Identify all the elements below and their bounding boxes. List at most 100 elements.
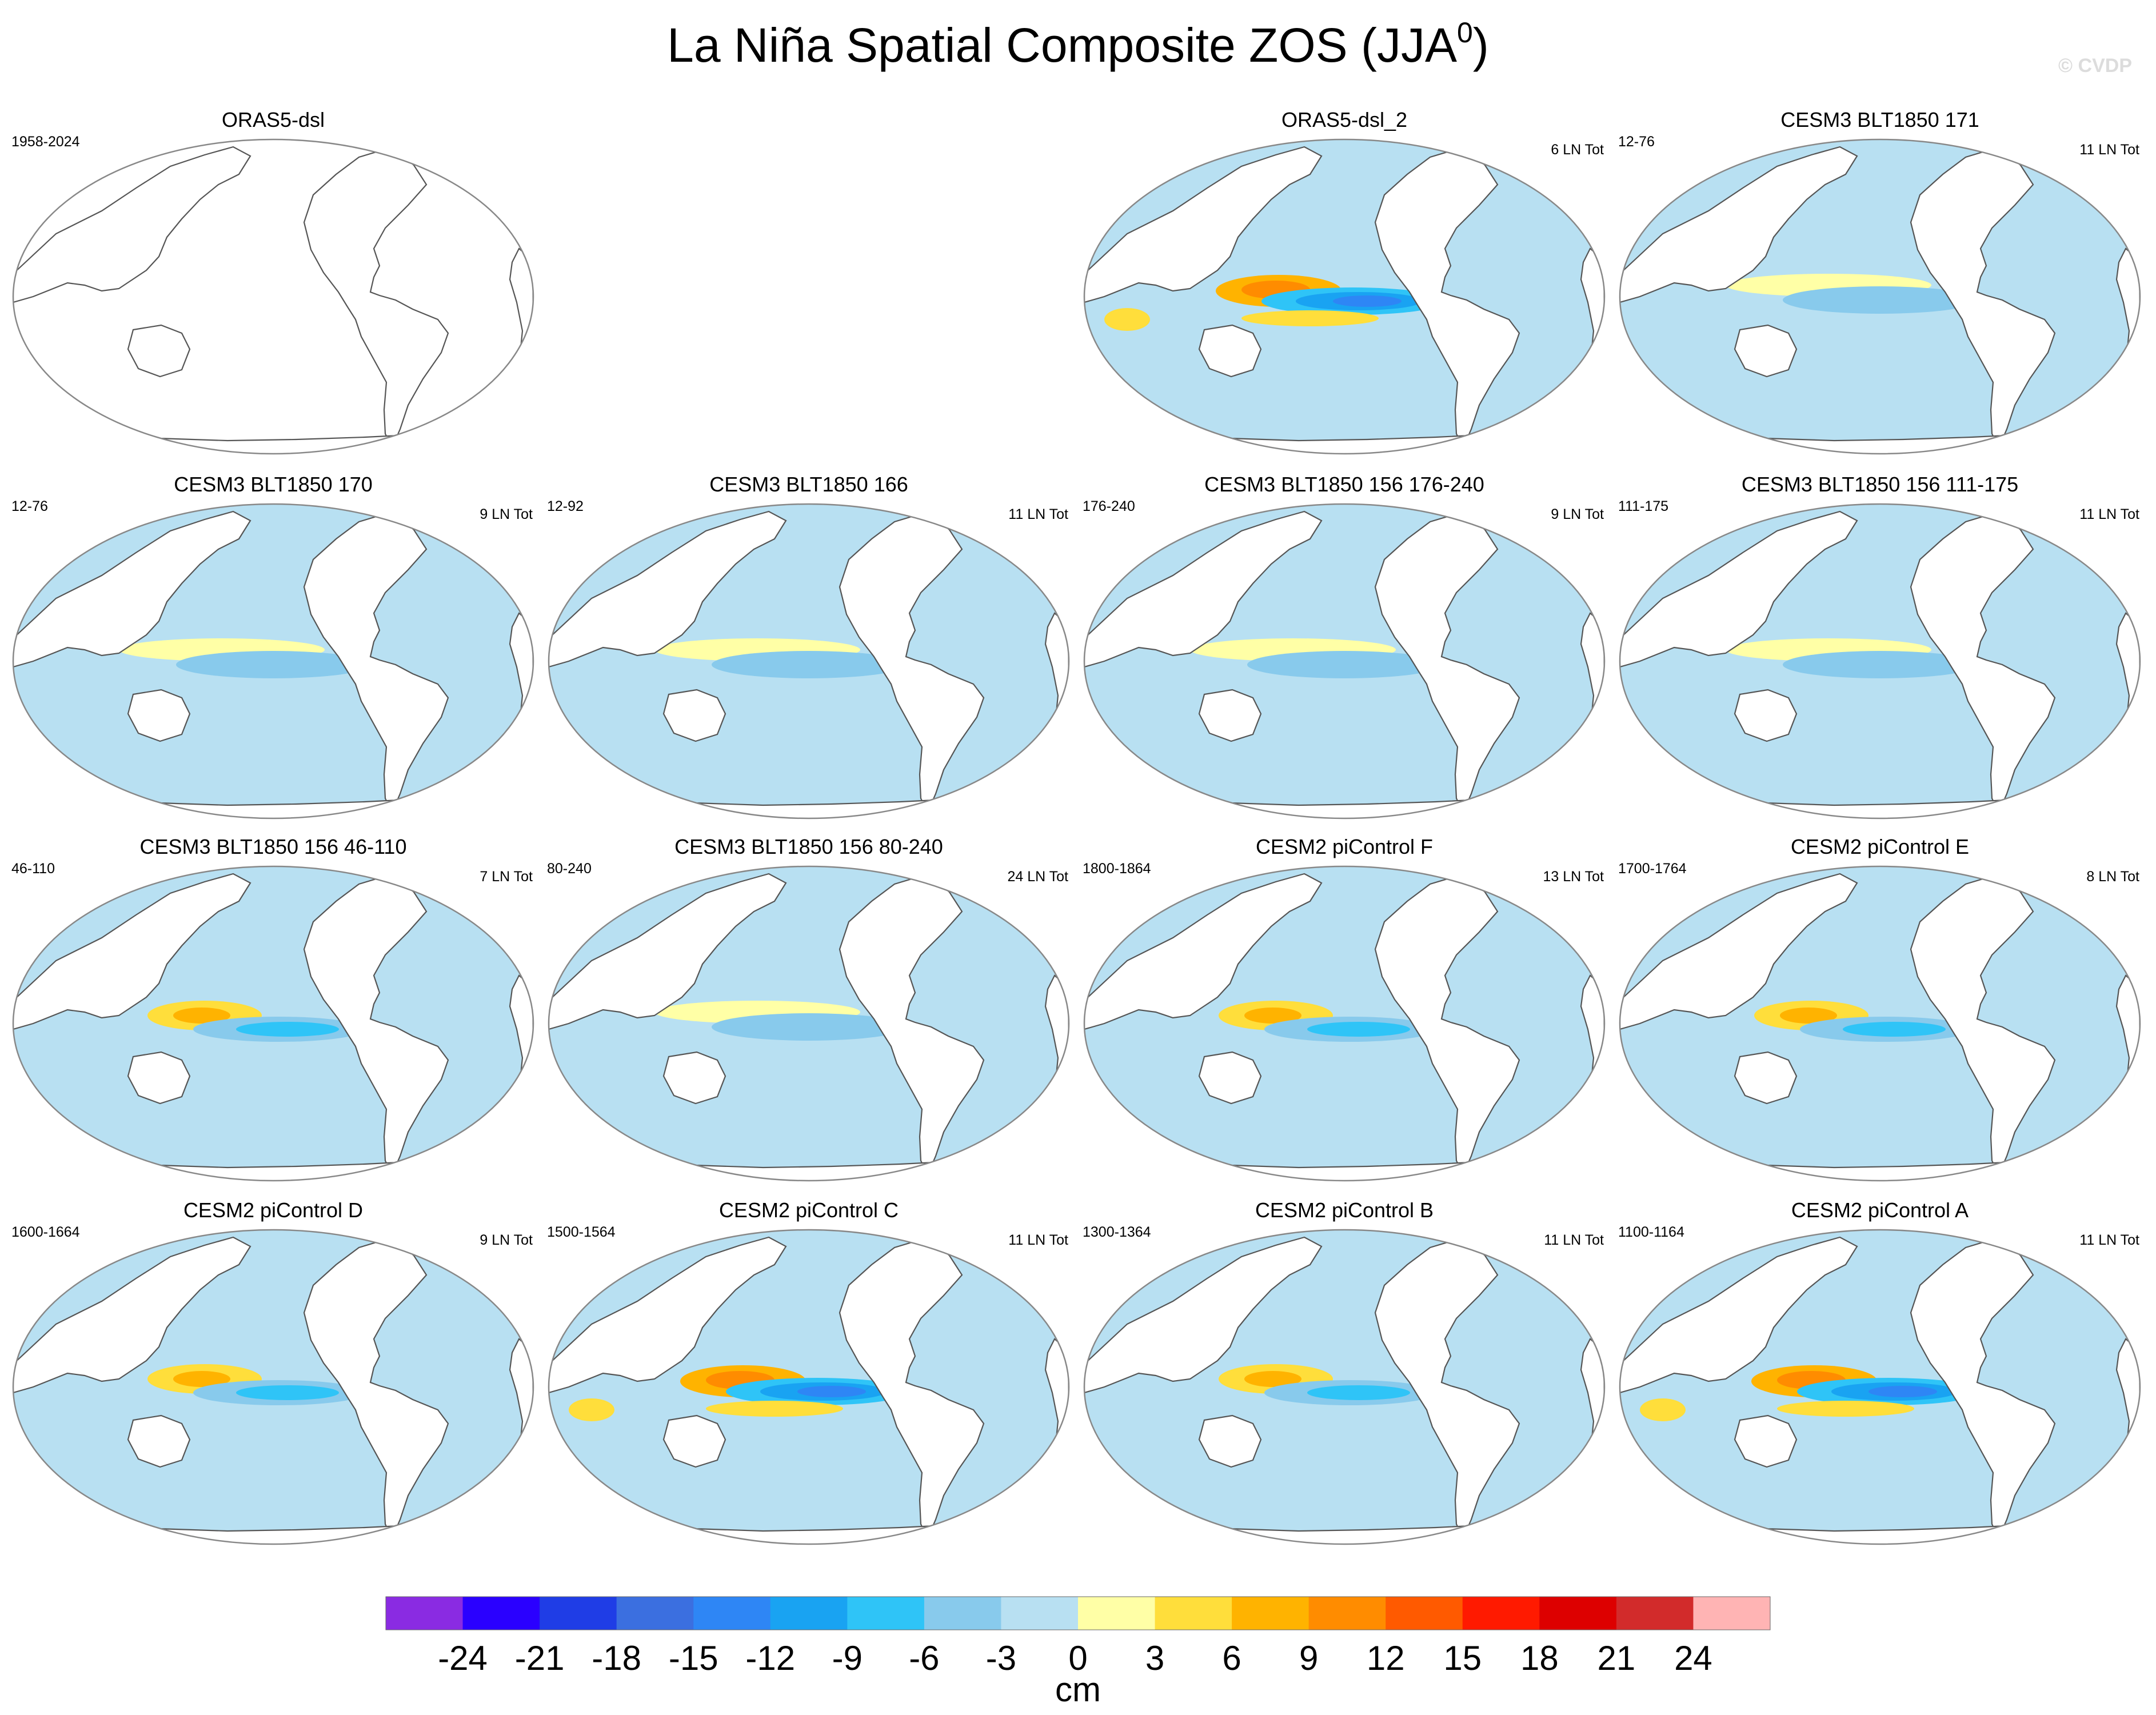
panel-event-count-label: 11 LN Tot: [1008, 506, 1068, 522]
map-panel: CESM2 piControl F 1800-1864 13 LN Tot: [1083, 835, 1606, 1182]
land-australia: [127, 1414, 191, 1468]
anomaly-region: [820, 1064, 923, 1121]
land-greenland: [444, 140, 498, 186]
panel-title: ORAS5-dsl_2: [1281, 108, 1407, 131]
globe-map: [13, 866, 533, 1181]
land-australia: [1734, 324, 1798, 378]
panel-event-count-label: 13 LN Tot: [1543, 869, 1604, 885]
anomaly-region: [1333, 354, 1459, 399]
colorbar-tick-label: 3: [1145, 1639, 1164, 1677]
land-asia: [1620, 1236, 1858, 1394]
globe-outline: [1083, 1229, 1606, 1545]
globe-outline: [1619, 138, 2141, 455]
colorbar-swatch: [924, 1597, 1001, 1630]
map-panel: CESM3 BLT1850 156 46-110 46-110 7 LN Tot: [11, 835, 534, 1182]
land-asia: [13, 873, 251, 1030]
anomaly-region: [1116, 684, 1161, 718]
anomaly-region: [236, 1022, 339, 1037]
panel-title: CESM3 BLT1850 156 176-240: [1204, 473, 1484, 496]
land-americas: [303, 1236, 449, 1540]
panel-title: CESM3 BLT1850 171: [1780, 108, 1979, 131]
colorbar-swatch: [1155, 1597, 1232, 1630]
panel-title: CESM2 piControl A: [1791, 1198, 1969, 1222]
anomaly-region: [250, 1086, 388, 1132]
land-australia: [1198, 1414, 1262, 1468]
land-australia: [1734, 1051, 1798, 1105]
map-panel: CESM3 BLT1850 156 111-175 111-175 11 LN To…: [1618, 473, 2141, 819]
anomaly-region: [683, 572, 889, 625]
anomaly-region: [1219, 572, 1424, 625]
land-americas: [1374, 146, 1520, 449]
land-australia: [1198, 689, 1262, 742]
land-australia: [1734, 689, 1798, 742]
panel-period-label: 1500-1564: [547, 1224, 616, 1240]
colorbar-tick-label: 6: [1222, 1639, 1241, 1677]
land-americas: [303, 510, 449, 814]
land-americas: [1910, 1236, 2056, 1540]
land-australia: [662, 1051, 726, 1105]
panel-title: CESM2 piControl B: [1255, 1198, 1434, 1222]
colorbar-swatch: [1616, 1597, 1694, 1630]
anomaly-region: [1646, 1041, 1703, 1075]
colorbar-tick-label: -21: [515, 1639, 565, 1677]
anomaly-region: [580, 684, 626, 718]
globe-map: [1620, 866, 2140, 1181]
anomaly-region: [1307, 1385, 1410, 1400]
land-australia: [127, 689, 191, 742]
panel-period-label: 46-110: [11, 861, 55, 877]
colorbar-tick-label: 15: [1443, 1639, 1482, 1677]
globe-outline: [1619, 865, 2141, 1182]
globe-outline: [1083, 138, 1606, 455]
land-asia: [1084, 146, 1323, 303]
globe-outline: [12, 503, 534, 819]
globe-outline: [1083, 503, 1606, 819]
anomaly-region: [1891, 337, 1994, 394]
anomaly-region: [1321, 1086, 1459, 1132]
globe-outline: [1083, 865, 1606, 1182]
panel-period-label: 12-76: [1618, 134, 1655, 150]
anomaly-region: [39, 1404, 96, 1438]
land-asia: [13, 510, 251, 668]
land-americas: [839, 1236, 985, 1540]
anomaly-region: [165, 942, 348, 990]
anomaly-region: [1777, 1401, 1914, 1417]
globe-map: [1084, 504, 1604, 818]
land-americas: [1374, 1236, 1520, 1540]
colorbar-swatch: [462, 1597, 540, 1630]
anomaly-region: [1651, 684, 1697, 718]
anomaly-region: [1783, 651, 1977, 678]
globe-map: [549, 1230, 1069, 1544]
colorbar: -24 -21 -18 -15 -12 -9 -6 -3 0 3 6 9 12 15 18 21 24 cm: [385, 1596, 1771, 1709]
panel-title: CESM2 piControl C: [719, 1198, 899, 1222]
panel-period-label: 80-240: [547, 861, 592, 877]
map-panel: CESM3 BLT1850 156 176-240 176-240 9 LN Tot: [1083, 473, 1606, 819]
panel-event-count-label: 11 LN Tot: [1544, 1232, 1604, 1248]
land-asia: [549, 1236, 787, 1394]
colorbar-swatch: [1462, 1597, 1540, 1630]
colorbar-swatch: [1001, 1597, 1079, 1630]
colorbar-swatch: [540, 1597, 617, 1630]
anomaly-region: [569, 1398, 614, 1421]
land-asia: [549, 510, 787, 668]
land-americas: [1910, 873, 2056, 1176]
colorbar-tick-label: -18: [592, 1639, 641, 1677]
colorbar-tick-label: -12: [745, 1639, 795, 1677]
land-australia: [662, 689, 726, 742]
colorbar-swatch: [1386, 1597, 1463, 1630]
globe-map: [1084, 139, 1604, 454]
panel-event-count-label: 11 LN Tot: [2079, 142, 2139, 158]
colorbar-swatch: [1308, 1597, 1386, 1630]
anomaly-region: [1780, 1008, 1837, 1024]
land-asia: [549, 873, 787, 1030]
land-americas: [303, 873, 449, 1176]
colorbar-unit-label: cm: [1055, 1670, 1101, 1709]
panel-title: CESM3 BLT1850 166: [709, 473, 908, 496]
land-americas: [1374, 510, 1520, 814]
anomaly-region: [1247, 651, 1442, 678]
anomaly-region: [147, 572, 353, 625]
anomaly-region: [1244, 1371, 1301, 1387]
panel-title: CESM2 piControl D: [183, 1198, 363, 1222]
title-superscript: 0: [1457, 17, 1473, 49]
panel-title: CESM2 piControl F: [1256, 835, 1433, 858]
land-asia: [1084, 510, 1323, 668]
